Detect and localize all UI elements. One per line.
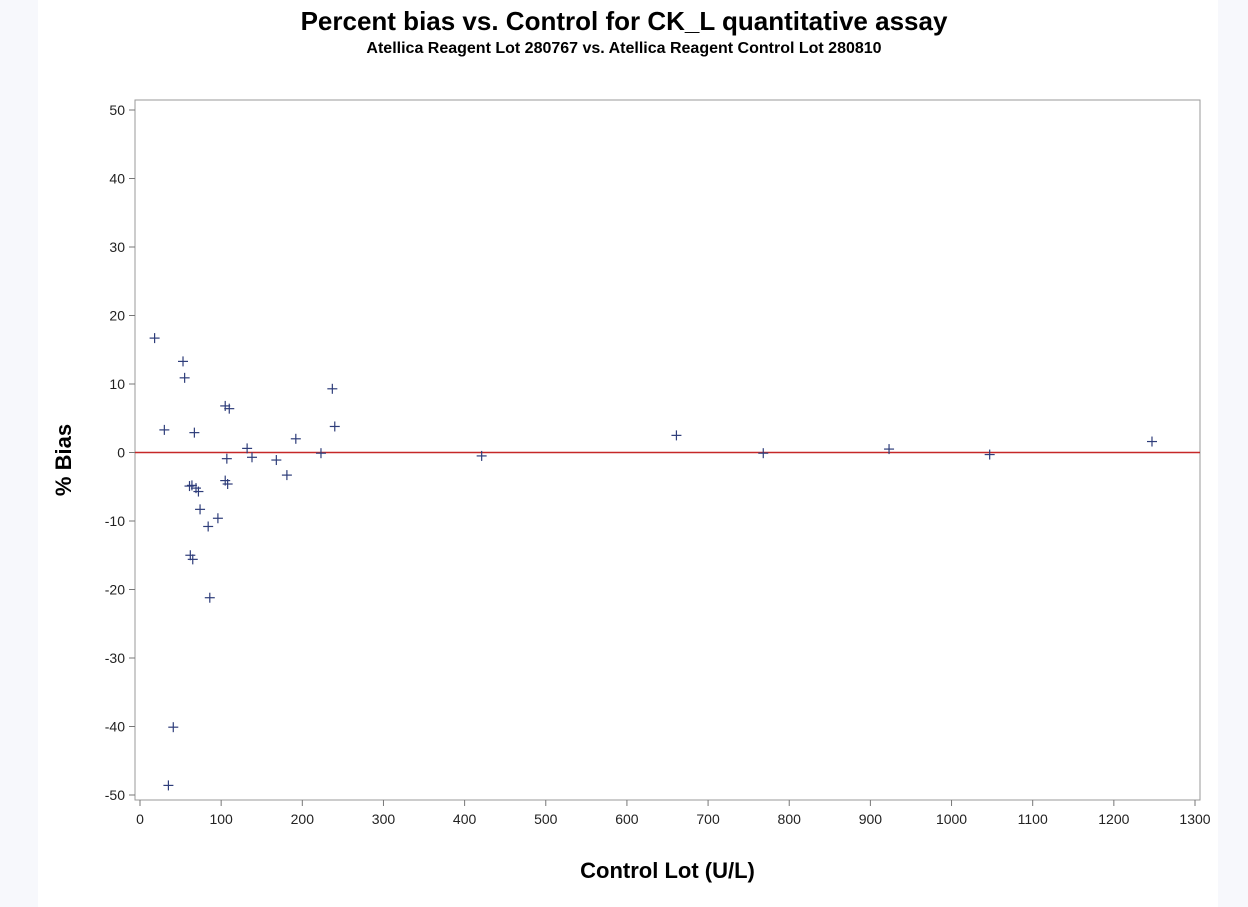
data-point bbox=[212, 513, 223, 524]
data-point bbox=[163, 780, 174, 791]
x-tick-label: 100 bbox=[209, 811, 233, 827]
data-point bbox=[204, 592, 215, 603]
y-tick-label: 30 bbox=[109, 239, 125, 255]
x-tick-label: 1300 bbox=[1179, 811, 1210, 827]
data-point bbox=[193, 486, 204, 497]
y-tick-label: 10 bbox=[109, 376, 125, 392]
x-tick-label: 300 bbox=[372, 811, 396, 827]
data-point bbox=[242, 443, 253, 454]
data-point bbox=[290, 433, 301, 444]
data-point bbox=[984, 449, 995, 460]
chart-subtitle: Atellica Reagent Lot 280767 vs. Atellica… bbox=[366, 40, 882, 57]
y-tick-label: -10 bbox=[105, 513, 125, 529]
data-point bbox=[184, 481, 195, 492]
x-axis-label: Control Lot (U/L) bbox=[580, 858, 755, 883]
y-tick-label: 0 bbox=[117, 445, 125, 461]
axis-ticks: 0 100 200 300 400 500 600 700 800 900 1000 1100 1200… bbox=[105, 102, 1211, 827]
data-point bbox=[476, 450, 487, 461]
x-tick-label: 600 bbox=[615, 811, 639, 827]
y-tick-label: -30 bbox=[105, 650, 125, 666]
data-point bbox=[159, 424, 170, 435]
data-point bbox=[203, 521, 214, 532]
x-tick-label: 1200 bbox=[1098, 811, 1129, 827]
data-point bbox=[179, 372, 190, 383]
x-tick-label: 1000 bbox=[936, 811, 967, 827]
data-point bbox=[149, 333, 160, 344]
x-tick-label: 900 bbox=[859, 811, 883, 827]
data-point bbox=[224, 403, 235, 414]
data-point bbox=[187, 554, 198, 565]
data-points bbox=[149, 333, 1157, 791]
data-point bbox=[221, 453, 232, 464]
data-point bbox=[195, 504, 206, 515]
data-point bbox=[884, 444, 895, 455]
x-tick-label: 800 bbox=[778, 811, 802, 827]
y-tick-label: 50 bbox=[109, 102, 125, 118]
data-point bbox=[329, 421, 340, 432]
data-point bbox=[246, 452, 257, 463]
data-point bbox=[758, 448, 769, 459]
data-point bbox=[1146, 436, 1157, 447]
y-tick-label: -50 bbox=[105, 787, 125, 803]
x-tick-label: 500 bbox=[534, 811, 558, 827]
y-axis-label: % Bias bbox=[51, 423, 76, 497]
data-point bbox=[178, 356, 189, 367]
plot-area bbox=[134, 99, 1201, 801]
x-tick-label: 0 bbox=[136, 811, 144, 827]
y-tick-label: 40 bbox=[109, 171, 125, 187]
x-tick-label: 400 bbox=[453, 811, 477, 827]
data-point bbox=[189, 427, 200, 438]
chart-title: Percent bias vs. Control for CK_L quanti… bbox=[300, 6, 948, 36]
data-point bbox=[315, 448, 326, 459]
data-point bbox=[281, 470, 292, 481]
data-point bbox=[222, 479, 233, 490]
x-tick-label: 700 bbox=[696, 811, 720, 827]
data-point bbox=[327, 383, 338, 394]
x-tick-label: 200 bbox=[291, 811, 315, 827]
data-point bbox=[185, 550, 196, 561]
data-point bbox=[271, 455, 282, 466]
y-tick-label: -20 bbox=[105, 582, 125, 598]
data-point bbox=[671, 430, 682, 441]
y-tick-label: 20 bbox=[109, 308, 125, 324]
y-tick-label: -40 bbox=[105, 719, 125, 735]
data-point bbox=[168, 722, 179, 733]
x-tick-label: 1100 bbox=[1018, 811, 1048, 827]
